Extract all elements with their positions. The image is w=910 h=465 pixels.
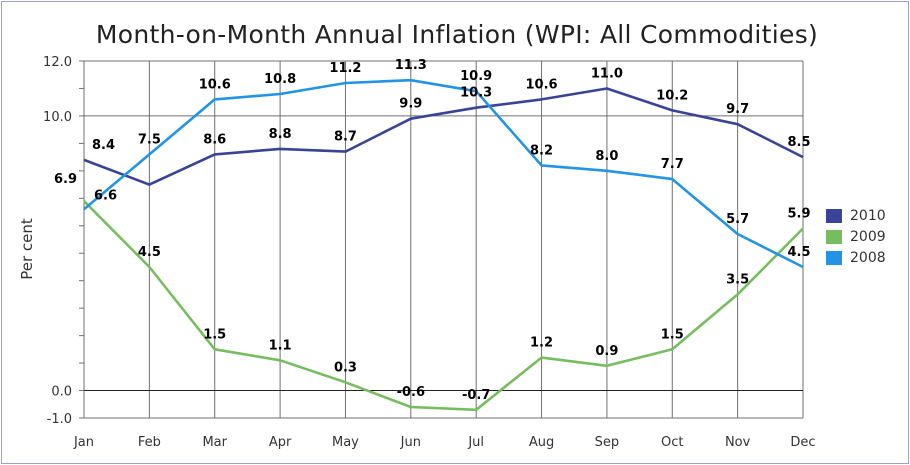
- data-label: -0.6: [397, 385, 425, 400]
- legend-item-2009: 2009: [826, 226, 886, 247]
- data-label: 9.7: [726, 102, 749, 117]
- data-label: 5.7: [726, 212, 749, 227]
- x-tick-label: May: [332, 435, 359, 450]
- data-label: 1.5: [203, 327, 226, 342]
- x-tick-label: Dec: [790, 435, 815, 450]
- data-label: 9.9: [399, 97, 422, 112]
- legend-label: 2008: [850, 249, 886, 266]
- y-tick-label: -1.0: [47, 412, 72, 427]
- chart-title: Month-on-Month Annual Inflation (WPI: Al…: [95, 20, 819, 49]
- data-label: 1.2: [530, 336, 553, 351]
- x-tick-label: Jan: [73, 435, 94, 450]
- x-tick-label: Feb: [138, 435, 161, 450]
- data-label: 6.6: [94, 188, 117, 203]
- y-tick-label: 10.0: [43, 110, 72, 125]
- series-line-2009: [83, 200, 804, 412]
- legend-swatch: [826, 229, 842, 244]
- data-label: 10.6: [199, 77, 231, 92]
- data-label: 7.5: [138, 132, 161, 147]
- data-label: 0.9: [595, 344, 618, 359]
- data-label: 8.8: [269, 127, 292, 142]
- x-tick-label: Aug: [529, 435, 554, 450]
- data-label: 7.7: [661, 157, 684, 172]
- data-label: 8.5: [787, 135, 810, 150]
- data-label: -0.7: [462, 388, 490, 403]
- data-label: 8.0: [595, 149, 618, 164]
- data-label: 10.2: [656, 88, 688, 103]
- data-label: 5.9: [787, 207, 810, 222]
- x-tick-label: Sep: [595, 435, 620, 450]
- x-tick-label: Apr: [269, 435, 292, 450]
- data-label: 11.0: [591, 66, 623, 81]
- series-line-2010: [83, 87, 804, 186]
- data-label: 10.8: [264, 72, 296, 87]
- data-label: 8.6: [203, 132, 226, 147]
- legend-label: 2010: [850, 207, 886, 224]
- data-label: 8.2: [530, 143, 553, 158]
- y-tick-label: 12.0: [43, 55, 72, 70]
- data-label: 4.5: [138, 245, 161, 260]
- data-label: 11.2: [329, 61, 361, 76]
- data-label: 6.9: [54, 172, 77, 187]
- x-tick-label: Jul: [467, 435, 484, 450]
- legend-item-2010: 2010: [826, 205, 886, 226]
- y-tick-label: 0.0: [51, 385, 72, 400]
- legend-item-2008: 2008: [826, 247, 886, 268]
- data-label: 4.5: [787, 245, 810, 260]
- series-line-2008: [83, 78, 804, 269]
- x-tick-label: Jun: [400, 435, 421, 450]
- data-label: 1.1: [269, 338, 292, 353]
- legend-swatch: [826, 250, 842, 265]
- x-tick-label: Oct: [661, 435, 683, 450]
- data-label: 3.5: [726, 272, 749, 287]
- data-label: 1.5: [661, 327, 684, 342]
- data-label: 10.6: [526, 77, 558, 92]
- data-label: 10.3: [460, 86, 492, 101]
- x-tick-label: Mar: [202, 435, 227, 450]
- data-label: 8.4: [92, 138, 115, 153]
- data-label: 10.9: [460, 69, 492, 84]
- data-label: 8.7: [334, 130, 357, 145]
- data-label: 11.3: [395, 58, 427, 73]
- legend-label: 2009: [850, 228, 886, 245]
- legend-swatch: [826, 208, 842, 223]
- legend: 2010 2009 2008: [826, 205, 886, 268]
- data-label: 0.3: [334, 360, 357, 375]
- x-tick-label: Nov: [725, 435, 751, 450]
